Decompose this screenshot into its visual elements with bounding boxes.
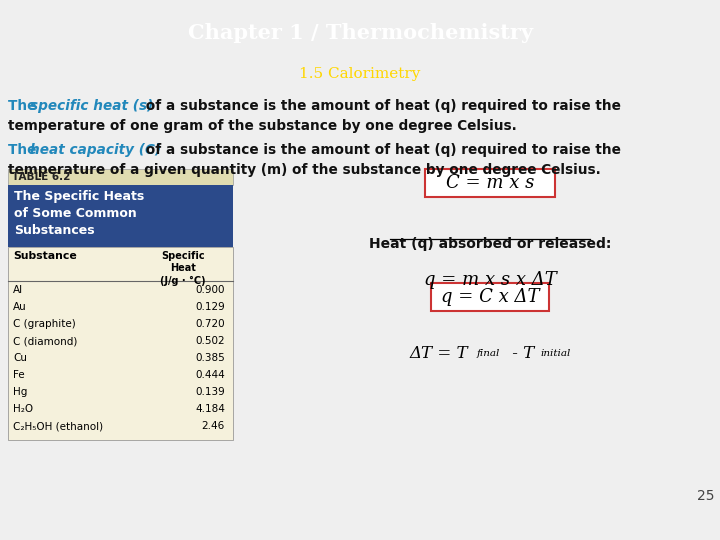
Bar — [8, 247, 233, 440]
Text: 0.444: 0.444 — [195, 370, 225, 380]
Text: 0.900: 0.900 — [196, 285, 225, 295]
Text: 1.5 Calorimetry: 1.5 Calorimetry — [300, 67, 420, 81]
Text: Cu: Cu — [13, 353, 27, 363]
Text: 4.184: 4.184 — [195, 404, 225, 414]
Text: Fe: Fe — [13, 370, 24, 380]
Text: Hg: Hg — [13, 387, 27, 397]
Text: Chapter 1 / Thermochemistry: Chapter 1 / Thermochemistry — [187, 23, 533, 43]
Text: heat capacity (C): heat capacity (C) — [30, 143, 161, 157]
Text: Substance: Substance — [13, 251, 77, 261]
Text: Al: Al — [13, 285, 23, 295]
Text: q = C x ΔT: q = C x ΔT — [441, 288, 539, 306]
Text: 0.720: 0.720 — [195, 319, 225, 329]
Text: of a substance is the amount of heat (q) required to raise the: of a substance is the amount of heat (q)… — [141, 143, 621, 157]
Text: TABLE 6.2: TABLE 6.2 — [12, 172, 71, 182]
Text: specific heat (s): specific heat (s) — [30, 99, 153, 113]
Text: 25: 25 — [696, 489, 714, 503]
Bar — [431, 283, 549, 311]
Text: Specific
Heat
(J/g · °C): Specific Heat (J/g · °C) — [160, 251, 206, 286]
Text: C (graphite): C (graphite) — [13, 319, 76, 329]
Text: 0.502: 0.502 — [195, 336, 225, 346]
Text: The Specific Heats
of Some Common
Substances: The Specific Heats of Some Common Substa… — [14, 190, 144, 237]
Text: C = m x s: C = m x s — [446, 174, 534, 192]
Text: 2.46: 2.46 — [202, 421, 225, 431]
Text: C (diamond): C (diamond) — [13, 336, 77, 346]
Text: Au: Au — [13, 302, 27, 312]
Text: 0.139: 0.139 — [195, 387, 225, 397]
Text: q = m x s x ΔT: q = m x s x ΔT — [423, 271, 557, 289]
Text: H₂O: H₂O — [13, 404, 33, 414]
Text: The: The — [8, 99, 41, 113]
Text: temperature of one gram of the substance by one degree Celsius.: temperature of one gram of the substance… — [8, 119, 517, 133]
Bar — [8, 169, 233, 185]
Text: 0.129: 0.129 — [195, 302, 225, 312]
Text: final: final — [477, 349, 500, 358]
Text: initial: initial — [540, 349, 570, 358]
Text: C₂H₅OH (ethanol): C₂H₅OH (ethanol) — [13, 421, 103, 431]
Text: The: The — [8, 143, 41, 157]
Text: Heat (q) absorbed or released:: Heat (q) absorbed or released: — [369, 237, 611, 251]
Text: temperature of a given quantity (m) of the substance by one degree Celsius.: temperature of a given quantity (m) of t… — [8, 163, 600, 177]
Bar — [425, 169, 555, 197]
Text: 0.385: 0.385 — [195, 353, 225, 363]
Text: of a substance is the amount of heat (q) required to raise the: of a substance is the amount of heat (q)… — [141, 99, 621, 113]
Text: ΔT = T: ΔT = T — [410, 345, 469, 362]
Text: - T: - T — [507, 345, 534, 362]
Bar — [8, 185, 233, 247]
